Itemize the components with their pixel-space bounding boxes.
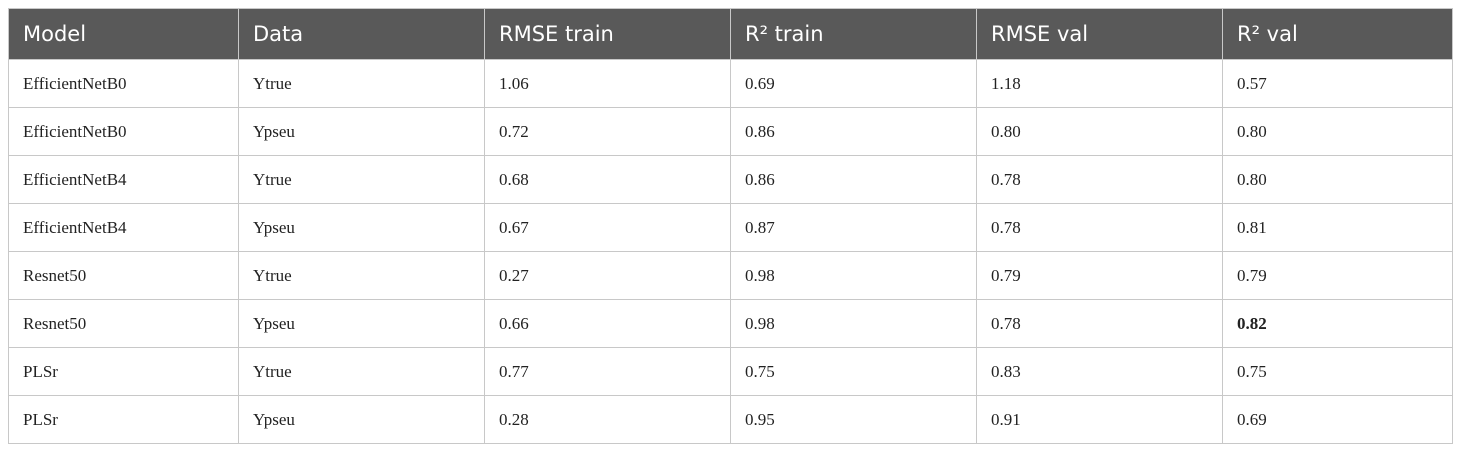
column-header: R² val xyxy=(1222,8,1453,60)
table-cell: Ypseu xyxy=(238,107,485,156)
table-cell: 0.80 xyxy=(1222,107,1453,156)
table-cell: 0.78 xyxy=(976,299,1223,348)
table-cell: 0.78 xyxy=(976,203,1223,252)
table-cell: 0.86 xyxy=(730,107,977,156)
table-row: PLSr Ypseu 0.28 0.95 0.91 0.69 xyxy=(8,395,1453,444)
table-cell: 0.68 xyxy=(484,155,731,204)
table-cell: Ytrue xyxy=(238,251,485,300)
table-cell: EfficientNetB0 xyxy=(8,107,239,156)
table-cell: 0.67 xyxy=(484,203,731,252)
table-cell: Ypseu xyxy=(238,203,485,252)
table-cell: Ypseu xyxy=(238,395,485,444)
table-cell: Ytrue xyxy=(238,59,485,108)
table-cell: 0.86 xyxy=(730,155,977,204)
table-cell: 1.18 xyxy=(976,59,1223,108)
table-row: EfficientNetB4 Ypseu 0.67 0.87 0.78 0.81 xyxy=(8,203,1453,252)
table-row: EfficientNetB4 Ytrue 0.68 0.86 0.78 0.80 xyxy=(8,155,1453,204)
table-cell: 0.91 xyxy=(976,395,1223,444)
table-cell: 0.81 xyxy=(1222,203,1453,252)
column-header: Model xyxy=(8,8,239,60)
table-cell: 0.69 xyxy=(1222,395,1453,444)
table-cell: 0.27 xyxy=(484,251,731,300)
column-header: R² train xyxy=(730,8,977,60)
table-row: Resnet50 Ypseu 0.66 0.98 0.78 0.82 xyxy=(8,299,1453,348)
table-cell: 0.79 xyxy=(1222,251,1453,300)
table-cell: PLSr xyxy=(8,395,239,444)
table-cell: 0.98 xyxy=(730,299,977,348)
table-cell: 0.78 xyxy=(976,155,1223,204)
table-cell: Resnet50 xyxy=(8,299,239,348)
table-cell: 0.80 xyxy=(976,107,1223,156)
table-cell: 0.75 xyxy=(730,347,977,396)
results-table: Model Data RMSE train R² train RMSE val R² va… xyxy=(8,8,1453,444)
table-cell: PLSr xyxy=(8,347,239,396)
table-cell: 1.06 xyxy=(484,59,731,108)
column-header: RMSE val xyxy=(976,8,1223,60)
table-cell: 0.77 xyxy=(484,347,731,396)
table-cell: 0.98 xyxy=(730,251,977,300)
table-cell: EfficientNetB4 xyxy=(8,203,239,252)
table-cell: 0.28 xyxy=(484,395,731,444)
table-cell: 0.69 xyxy=(730,59,977,108)
table-row: EfficientNetB0 Ypseu 0.72 0.86 0.80 0.80 xyxy=(8,107,1453,156)
table-cell: 0.66 xyxy=(484,299,731,348)
table-cell: 0.95 xyxy=(730,395,977,444)
table-cell: Ytrue xyxy=(238,347,485,396)
table-cell: 0.75 xyxy=(1222,347,1453,396)
table-cell: Ypseu xyxy=(238,299,485,348)
table-row: EfficientNetB0 Ytrue 1.06 0.69 1.18 0.57 xyxy=(8,59,1453,108)
table-cell: 0.79 xyxy=(976,251,1223,300)
table-cell: 0.57 xyxy=(1222,59,1453,108)
column-header: Data xyxy=(238,8,485,60)
table-body: EfficientNetB0 Ytrue 1.06 0.69 1.18 0.57 Effic… xyxy=(8,59,1453,444)
table-cell: Ytrue xyxy=(238,155,485,204)
table-cell: EfficientNetB4 xyxy=(8,155,239,204)
table-cell: 0.87 xyxy=(730,203,977,252)
table-cell: Resnet50 xyxy=(8,251,239,300)
table-row: Resnet50 Ytrue 0.27 0.98 0.79 0.79 xyxy=(8,251,1453,300)
table-cell: 0.82 xyxy=(1222,299,1453,348)
table-cell: 0.72 xyxy=(484,107,731,156)
header-row: Model Data RMSE train R² train RMSE val R² va… xyxy=(8,8,1453,60)
table-cell: EfficientNetB0 xyxy=(8,59,239,108)
table-row: PLSr Ytrue 0.77 0.75 0.83 0.75 xyxy=(8,347,1453,396)
table-cell: 0.83 xyxy=(976,347,1223,396)
table-cell: 0.80 xyxy=(1222,155,1453,204)
column-header: RMSE train xyxy=(484,8,731,60)
